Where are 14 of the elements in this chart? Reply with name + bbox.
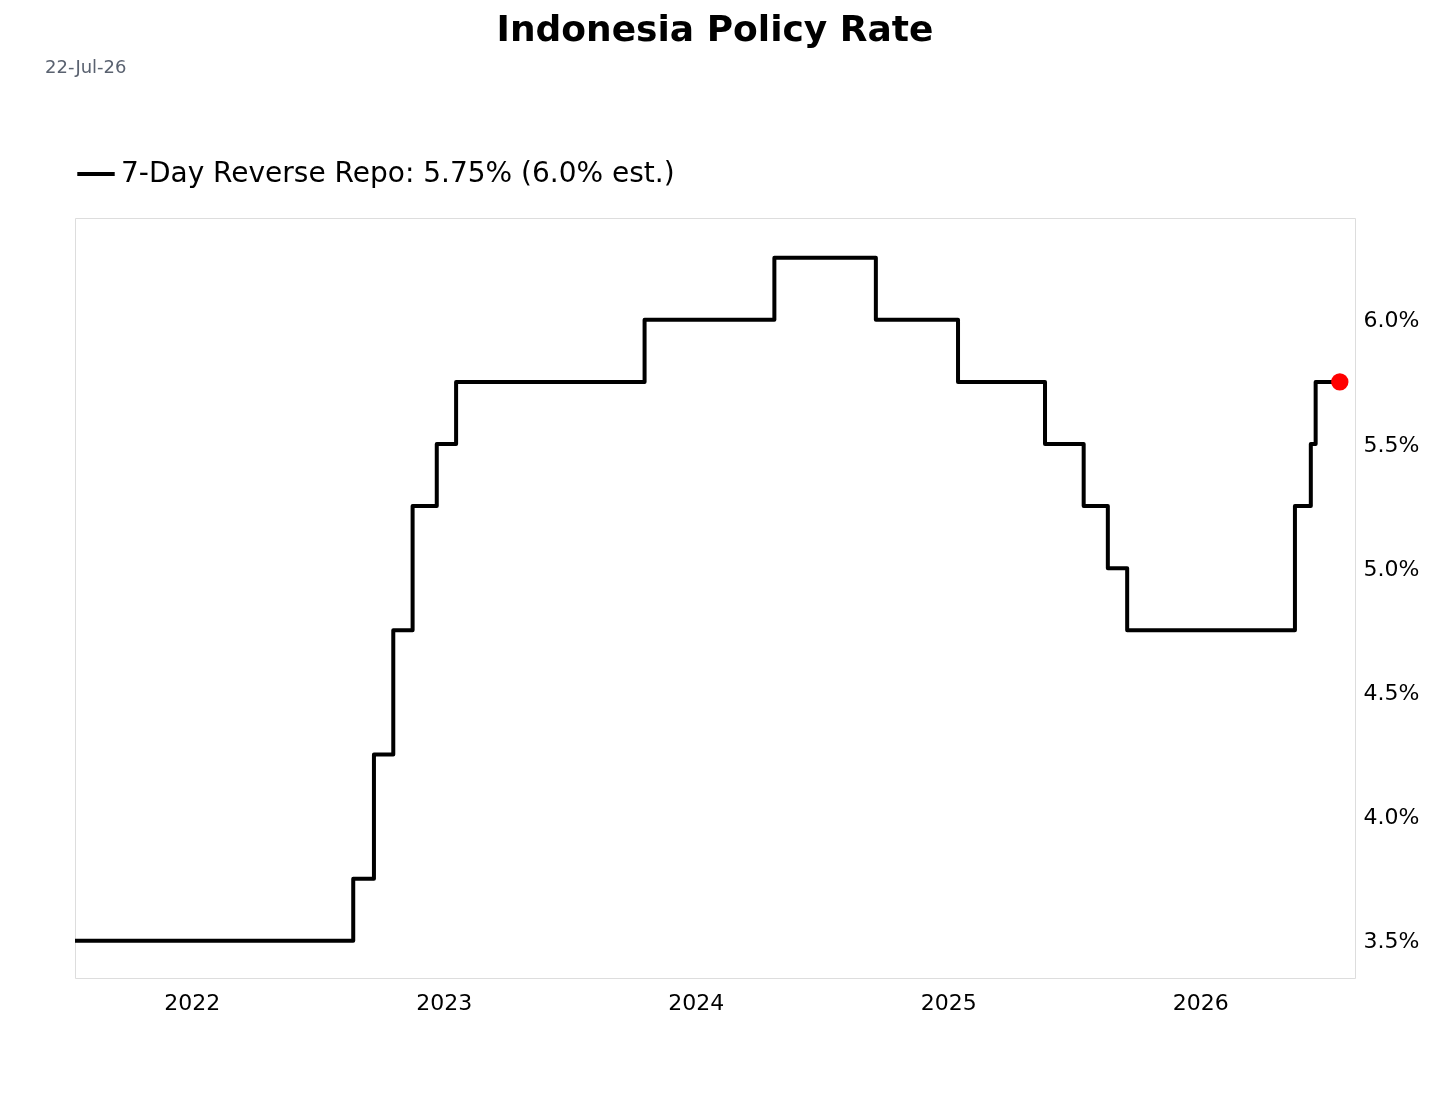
y-tick-label: 4.5%	[1363, 679, 1420, 705]
y-tick-label: 5.5%	[1363, 431, 1420, 457]
y-tick-label: 4.0%	[1363, 804, 1420, 830]
x-tick-label: 2024	[668, 989, 725, 1015]
y-tick-label: 5.0%	[1363, 555, 1420, 581]
text: 22-Jul-26	[45, 56, 127, 77]
x-tick-label: 2022	[164, 989, 221, 1015]
y-tick-label: 6.0%	[1363, 307, 1420, 333]
x-tick-label: 2026	[1172, 989, 1229, 1015]
x-tick-label: 2025	[920, 989, 977, 1015]
chart-title: Indonesia Policy Rate	[496, 8, 934, 49]
legend-label: 7-Day Reverse Repo: 5.75% (6.0% est.)	[121, 156, 675, 189]
y-tick-label: 3.5%	[1363, 928, 1420, 954]
x-tick-label: 2023	[416, 989, 473, 1015]
